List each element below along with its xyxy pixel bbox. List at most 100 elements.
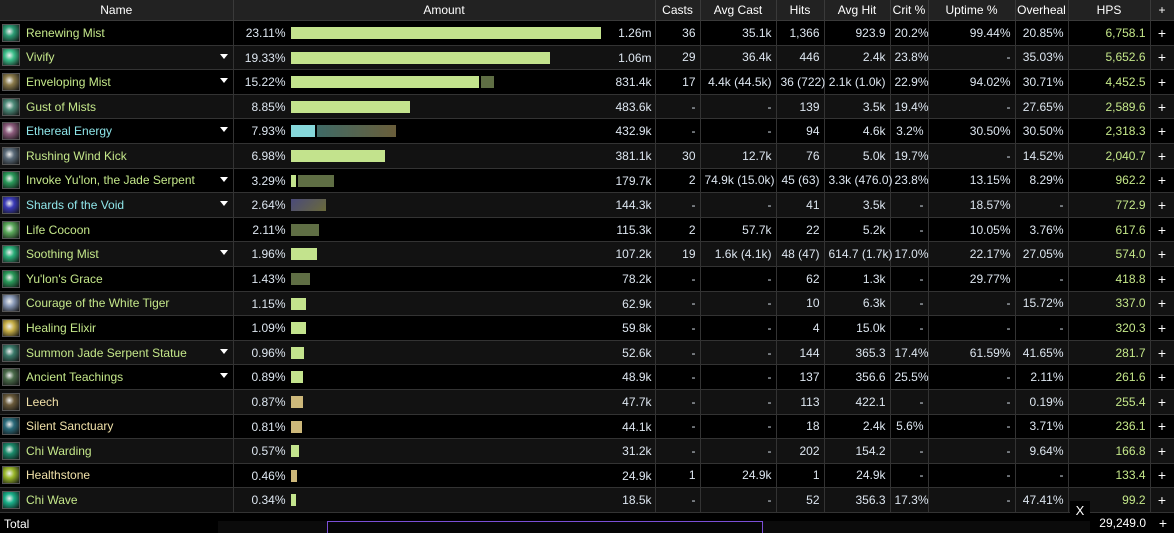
header-hps[interactable]: HPS	[1068, 0, 1151, 21]
table-row[interactable]: Invoke Yu'lon, the Jade Serpent 3.29% 17…	[0, 168, 1174, 194]
add-row-button[interactable]: +	[1150, 45, 1174, 71]
spell-name[interactable]: Shards of the Void	[26, 197, 125, 212]
expand-caret-icon[interactable]	[219, 201, 228, 207]
add-row-button[interactable]: +	[1150, 217, 1174, 243]
spell-name[interactable]: Healing Elixir	[26, 320, 97, 335]
expand-caret-icon[interactable]	[219, 78, 228, 84]
ad-overlay[interactable]	[218, 521, 1090, 533]
table-row[interactable]: Renewing Mist 23.11% 1.26m 36 35.1k 1,366 9…	[0, 20, 1174, 46]
spell-name[interactable]: Rushing Wind Kick	[26, 148, 127, 163]
table-row[interactable]: Silent Sanctuary 0.81% 44.1k - -18 2.4k 5.6…	[0, 414, 1174, 440]
header-hits[interactable]: Hits	[776, 0, 825, 21]
table-row[interactable]: Life Cocoon 2.11% 115.3k 2 57.7k 22 5.2k -10…	[0, 217, 1174, 243]
add-row-button[interactable]: +	[1150, 340, 1174, 366]
add-row-button[interactable]: +	[1150, 20, 1174, 46]
spell-name[interactable]: Vivify	[26, 50, 55, 65]
spell-name[interactable]: Gust of Mists	[26, 99, 97, 114]
spell-name-cell[interactable]: Ethereal Energy	[0, 118, 234, 144]
add-row-button[interactable]: +	[1150, 364, 1174, 390]
spell-name-cell[interactable]: Life Cocoon	[0, 217, 234, 243]
spell-name[interactable]: Life Cocoon	[26, 222, 91, 237]
spell-name-cell[interactable]: Silent Sanctuary	[0, 414, 234, 440]
spell-name-cell[interactable]: Ancient Teachings	[0, 364, 234, 390]
table-row[interactable]: Rushing Wind Kick 6.98% 381.1k 30 12.7k 76…	[0, 143, 1174, 169]
table-row[interactable]: Gust of Mists 8.85% 483.6k - -139 3.5k 19.4…	[0, 94, 1174, 120]
table-row[interactable]: Summon Jade Serpent Statue 0.96% 52.6k -…	[0, 340, 1174, 366]
add-row-button[interactable]: +	[1150, 389, 1174, 415]
header-avg-hit[interactable]: Avg Hit	[824, 0, 891, 21]
spell-name[interactable]: Renewing Mist	[26, 25, 105, 40]
table-row[interactable]: Courage of the White Tiger 1.15% 62.9k -…	[0, 291, 1174, 317]
table-row[interactable]: Soothing Mist 1.96% 107.2k 19 1.6k (4.1k)…	[0, 241, 1174, 267]
spell-name[interactable]: Ethereal Energy	[26, 124, 113, 139]
add-row-button[interactable]: +	[1150, 143, 1174, 169]
add-row-button[interactable]: +	[1150, 94, 1174, 120]
spell-name-cell[interactable]: Chi Warding	[0, 438, 234, 464]
table-row[interactable]: Healthstone 0.46% 24.9k 1 24.9k 1 24.9k - - -1…	[0, 463, 1174, 489]
table-row[interactable]: Healing Elixir 1.09% 59.8k - -4 15.0k - - -32…	[0, 315, 1174, 341]
expand-caret-icon[interactable]	[219, 373, 228, 379]
spell-name-cell[interactable]: Renewing Mist	[0, 20, 234, 46]
add-row-button[interactable]: +	[1150, 69, 1174, 95]
add-row-button[interactable]: +	[1150, 291, 1174, 317]
add-row-button[interactable]: +	[1150, 118, 1174, 144]
add-row-button[interactable]: +	[1150, 414, 1174, 440]
spell-name[interactable]: Courage of the White Tiger	[26, 296, 170, 311]
table-row[interactable]: Enveloping Mist 15.22% 831.4k 17 4.4k (44…	[0, 69, 1174, 95]
spell-name[interactable]: Invoke Yu'lon, the Jade Serpent	[26, 173, 195, 188]
spell-name-cell[interactable]: Healthstone	[0, 463, 234, 489]
table-row[interactable]: Leech 0.87% 47.7k - -113 422.1- -0.19% 255.4…	[0, 389, 1174, 415]
header-crit[interactable]: Crit %	[890, 0, 929, 21]
expand-caret-icon[interactable]	[219, 250, 228, 256]
table-row[interactable]: Ethereal Energy 7.93% 432.9k - -94 4.6k 3.2…	[0, 118, 1174, 144]
header-amount[interactable]: Amount	[233, 0, 656, 21]
add-row-button[interactable]: +	[1150, 192, 1174, 218]
spell-name[interactable]: Enveloping Mist	[26, 74, 111, 89]
spell-name[interactable]: Summon Jade Serpent Statue	[26, 345, 187, 360]
table-row[interactable]: Vivify 19.33% 1.06m 29 36.4k 446 2.4k 23.8% -…	[0, 45, 1174, 71]
table-row[interactable]: Chi Warding 0.57% 31.2k - -202 154.2- -9.64…	[0, 438, 1174, 464]
spell-name-cell[interactable]: Leech	[0, 389, 234, 415]
header-name[interactable]: Name	[0, 0, 234, 21]
add-row-button[interactable]: +	[1150, 438, 1174, 464]
header-add-column[interactable]: +	[1150, 0, 1174, 21]
header-uptime[interactable]: Uptime %	[928, 0, 1016, 21]
header-overheal[interactable]: Overheal	[1015, 0, 1069, 21]
spell-name-cell[interactable]: Invoke Yu'lon, the Jade Serpent	[0, 168, 234, 194]
spell-name[interactable]: Healthstone	[26, 468, 91, 483]
total-add-button[interactable]: +	[1158, 515, 1167, 531]
header-avg-cast[interactable]: Avg Cast	[700, 0, 777, 21]
table-row[interactable]: Ancient Teachings 0.89% 48.9k - -137 356.6…	[0, 364, 1174, 390]
spell-name[interactable]: Chi Warding	[26, 443, 92, 458]
spell-name[interactable]: Leech	[26, 394, 59, 409]
spell-name-cell[interactable]: Chi Wave	[0, 487, 234, 513]
spell-name-cell[interactable]: Shards of the Void	[0, 192, 234, 218]
spell-name-cell[interactable]: Soothing Mist	[0, 241, 234, 267]
spell-name-cell[interactable]: Healing Elixir	[0, 315, 234, 341]
spell-name-cell[interactable]: Enveloping Mist	[0, 69, 234, 95]
spell-name[interactable]: Silent Sanctuary	[26, 419, 114, 434]
spell-name-cell[interactable]: Courage of the White Tiger	[0, 291, 234, 317]
spell-name-cell[interactable]: Summon Jade Serpent Statue	[0, 340, 234, 366]
table-row[interactable]: Yu'lon's Grace 1.43% 78.2k - -62 1.3k -29.7…	[0, 266, 1174, 292]
add-row-button[interactable]: +	[1150, 315, 1174, 341]
expand-caret-icon[interactable]	[219, 348, 228, 354]
spell-name-cell[interactable]: Yu'lon's Grace	[0, 266, 234, 292]
table-row[interactable]: Chi Wave 0.34% 18.5k - -52 356.3 17.3% -47.4…	[0, 487, 1174, 513]
ad-banner[interactable]	[327, 521, 763, 533]
spell-name[interactable]: Soothing Mist	[26, 247, 99, 262]
spell-name-cell[interactable]: Rushing Wind Kick	[0, 143, 234, 169]
spell-name-cell[interactable]: Gust of Mists	[0, 94, 234, 120]
add-row-button[interactable]: +	[1150, 266, 1174, 292]
spell-name[interactable]: Chi Wave	[26, 493, 78, 508]
header-casts[interactable]: Casts	[655, 0, 701, 21]
table-row[interactable]: Shards of the Void 2.64% 144.3k - -41 3.5k…	[0, 192, 1174, 218]
add-row-button[interactable]: +	[1150, 168, 1174, 194]
close-ad-button[interactable]: X	[1070, 501, 1090, 521]
spell-name[interactable]: Ancient Teachings	[26, 370, 124, 385]
add-row-button[interactable]: +	[1150, 241, 1174, 267]
expand-caret-icon[interactable]	[219, 176, 228, 182]
spell-name[interactable]: Yu'lon's Grace	[26, 271, 103, 286]
spell-name-cell[interactable]: Vivify	[0, 45, 234, 71]
expand-caret-icon[interactable]	[219, 127, 228, 133]
